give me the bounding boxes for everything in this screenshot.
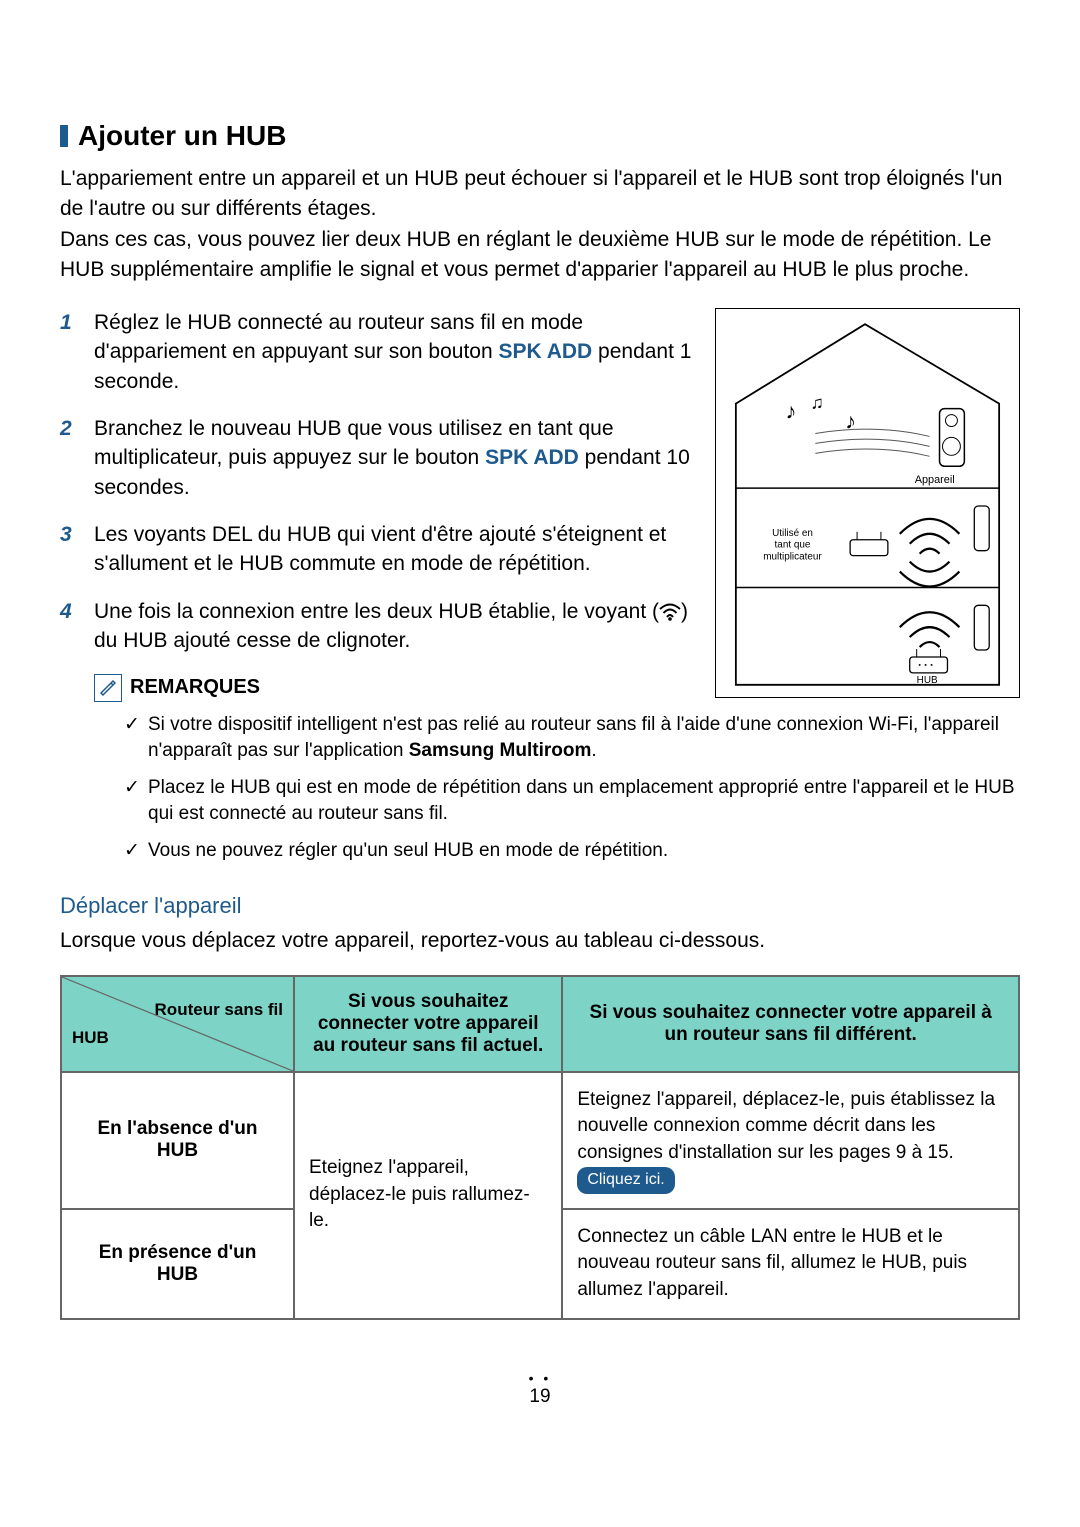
wifi-icon — [659, 603, 681, 621]
step-text: Les voyants DEL du HUB qui vient d'être … — [94, 520, 695, 579]
remarks-list: Si votre dispositif intelligent n'est pa… — [124, 712, 1020, 865]
remark-item: Vous ne pouvez régler qu'un seul HUB en … — [124, 838, 1020, 865]
svg-text:tant que: tant que — [775, 539, 811, 550]
cell-r2c2: Connectez un câble LAN entre le HUB et l… — [562, 1209, 1019, 1319]
remarks-title: REMARQUES — [130, 676, 260, 699]
header-col2: Si vous souhaitez connecter votre appare… — [562, 976, 1019, 1072]
step-text: Branchez le nouveau HUB que vous utilise… — [94, 414, 695, 502]
title-bar-icon — [60, 125, 68, 147]
section-title: Ajouter un HUB — [60, 120, 1020, 152]
diagram-device-label: Appareil — [915, 474, 955, 486]
intro-paragraph: L'appariement entre un appareil et un HU… — [60, 164, 1020, 286]
step-item: 2 Branchez le nouveau HUB que vous utili… — [60, 414, 695, 502]
steps-list: 1 Réglez le HUB connecté au routeur sans… — [60, 308, 695, 656]
keyword-spk-add: SPK ADD — [498, 340, 592, 363]
table-row: En l'absence d'un HUB Eteignez l'apparei… — [61, 1072, 1019, 1209]
page-dots: • • — [60, 1370, 1020, 1386]
step-number: 1 — [60, 308, 94, 396]
diagonal-header-cell: Routeur sans fil HUB — [61, 976, 294, 1072]
content-wrapper: 1 Réglez le HUB connecté au routeur sans… — [60, 308, 1020, 712]
row1-label: En l'absence d'un HUB — [61, 1072, 294, 1209]
step-number: 4 — [60, 597, 94, 656]
step-text: Réglez le HUB connecté au routeur sans f… — [94, 308, 695, 396]
step-number: 2 — [60, 414, 94, 502]
diag-top-label: Routeur sans fil — [72, 1000, 283, 1020]
step-text: Une fois la connexion entre les deux HUB… — [94, 597, 695, 656]
table-header-row: Routeur sans fil HUB Si vous souhaitez c… — [61, 976, 1019, 1072]
remark-item: Placez le HUB qui est en mode de répétit… — [124, 775, 1020, 828]
svg-text:Utilisé en: Utilisé en — [772, 528, 813, 539]
left-column: 1 Réglez le HUB connecté au routeur sans… — [60, 308, 695, 712]
step-number: 3 — [60, 520, 94, 579]
move-section-title: Déplacer l'appareil — [60, 893, 1020, 919]
move-intro: Lorsque vous déplacez votre appareil, re… — [60, 929, 1020, 953]
click-here-link[interactable]: Cliquez ici. — [577, 1167, 674, 1193]
move-table: Routeur sans fil HUB Si vous souhaitez c… — [60, 975, 1020, 1320]
step-item: 1 Réglez le HUB connecté au routeur sans… — [60, 308, 695, 396]
remarks-header: REMARQUES — [94, 674, 695, 702]
step-item: 3 Les voyants DEL du HUB qui vient d'êtr… — [60, 520, 695, 579]
note-icon — [94, 674, 122, 702]
svg-text:HUB: HUB — [917, 675, 938, 686]
step-item: 4 Une fois la connexion entre les deux H… — [60, 597, 695, 656]
remark-item: Si votre dispositif intelligent n'est pa… — [124, 712, 1020, 765]
svg-text:♪: ♪ — [786, 398, 797, 423]
app-name: Samsung Multiroom — [409, 740, 592, 761]
section-title-text: Ajouter un HUB — [78, 120, 286, 152]
house-diagram: ♪ ♫ ♪ Appareil Utilisé en tant que multi… — [715, 308, 1020, 698]
svg-text:♫: ♫ — [810, 392, 823, 412]
diag-bot-label: HUB — [72, 1028, 283, 1048]
keyword-spk-add: SPK ADD — [485, 446, 579, 469]
merged-cell: Eteignez l'appareil, déplacez-le puis ra… — [294, 1072, 562, 1319]
page-footer: • • 19 — [60, 1370, 1020, 1408]
page-number: 19 — [529, 1386, 550, 1407]
header-col1: Si vous souhaitez connecter votre appare… — [294, 976, 562, 1072]
right-column: ♪ ♫ ♪ Appareil Utilisé en tant que multi… — [715, 308, 1020, 712]
svg-text:multiplicateur: multiplicateur — [763, 551, 822, 562]
cell-r1c2: Eteignez l'appareil, déplacez-le, puis é… — [562, 1072, 1019, 1209]
row2-label: En présence d'un HUB — [61, 1209, 294, 1319]
